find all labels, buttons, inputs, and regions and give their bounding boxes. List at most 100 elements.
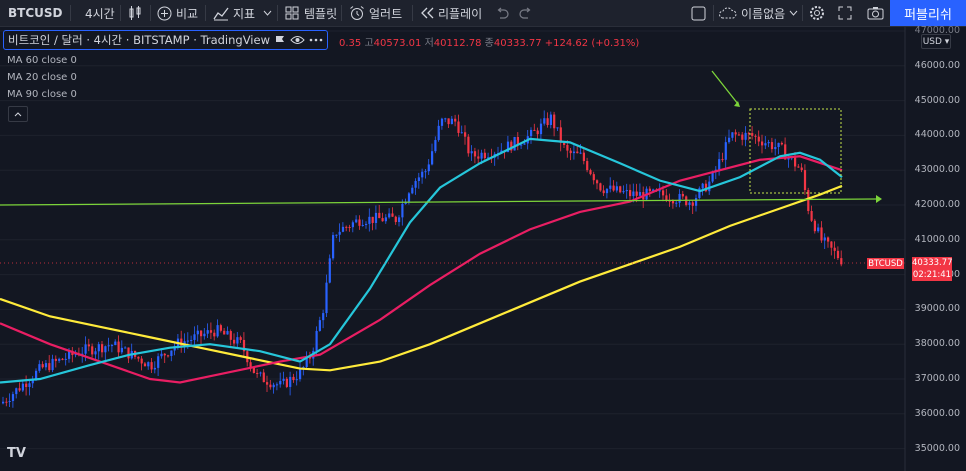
candle-body [764, 143, 767, 146]
candle-body [447, 118, 450, 125]
candle-body [437, 125, 440, 141]
layout-name-button[interactable]: 이름없음 [719, 0, 785, 26]
alert-button[interactable]: 얼러트 [349, 0, 402, 26]
candle-body [701, 183, 704, 189]
screenshot-button[interactable] [867, 0, 884, 26]
candle-body [351, 222, 354, 228]
divider [150, 5, 151, 21]
candle-body [615, 186, 618, 191]
eye-icon[interactable] [290, 35, 305, 45]
candle-body [355, 219, 358, 223]
low-value: 40112.78 [433, 38, 482, 49]
candle-body [48, 363, 51, 371]
candle-body [51, 358, 54, 371]
candle-body [275, 384, 279, 386]
replay-button[interactable]: 리플레이 [420, 0, 482, 26]
candle-body [563, 142, 566, 145]
candle-body [414, 181, 417, 188]
candle-body [391, 213, 394, 217]
support-trendline[interactable] [0, 198, 877, 206]
candle-body [770, 142, 774, 150]
fullscreen-icon [838, 6, 852, 20]
candle-body [120, 347, 123, 353]
gear-icon [810, 6, 824, 20]
chevron-up-icon [14, 111, 22, 116]
candle-body [629, 190, 632, 197]
candle-body [718, 159, 721, 170]
candle-body [358, 219, 361, 226]
price-axis-tick: 41000.00 [914, 233, 960, 245]
symbol-search[interactable]: BTCUSD [8, 6, 63, 20]
indicator-ma60[interactable]: MA 60 close 0 [7, 55, 77, 66]
candle-body [635, 191, 638, 196]
candle-body [569, 150, 572, 154]
candle-body [322, 313, 325, 321]
layout-dropdown[interactable] [789, 0, 798, 26]
candle-body [424, 171, 427, 173]
highlight-rectangle[interactable] [749, 108, 842, 194]
indicators-button[interactable]: 지표 [213, 0, 255, 26]
candle-body [384, 217, 387, 222]
candle-body [143, 363, 147, 367]
candle-body [520, 144, 523, 146]
redo-button[interactable] [519, 0, 533, 26]
candle-body [464, 132, 467, 137]
indicator-ma20[interactable]: MA 20 close 0 [7, 72, 77, 83]
settings-button[interactable] [809, 0, 825, 26]
candle-body [153, 367, 156, 370]
templates-label: 템플릿 [304, 6, 338, 21]
divider [70, 5, 71, 21]
chevron-down-icon [789, 10, 798, 16]
candle-body [761, 141, 764, 146]
candle-body [675, 202, 678, 204]
candle-body [754, 135, 757, 137]
candle-body [236, 337, 239, 344]
candle-body [579, 152, 582, 154]
more-options-icon[interactable] [309, 38, 323, 42]
symbol-legend[interactable]: 비트코인 / 달러 · 4시간 · BITSTAMP · TradingView [3, 30, 328, 50]
collapse-indicators-button[interactable] [8, 106, 28, 122]
candle-body [223, 330, 226, 335]
chart-type-button[interactable] [128, 0, 142, 26]
candle-body [457, 121, 460, 133]
candle-body [147, 362, 150, 367]
indicator-ma90[interactable]: MA 90 close 0 [7, 89, 77, 100]
candle-body [487, 157, 490, 159]
candle-body [170, 350, 173, 356]
fullscreen-button[interactable] [838, 0, 852, 26]
candle-body [216, 325, 219, 337]
indicators-dropdown[interactable] [263, 0, 272, 26]
annotation-arrow[interactable] [711, 70, 739, 105]
compare-button[interactable]: 비교 [157, 0, 198, 26]
flag-icon[interactable] [274, 35, 286, 46]
high-label: 고 [364, 38, 374, 49]
candle-body [38, 364, 41, 371]
candle-body [374, 212, 378, 223]
candle-body [44, 363, 48, 368]
layout-select-button[interactable] [691, 0, 706, 26]
ohlc-values: 0.35 고40573.01 저40112.78 종40333.77 +124.… [339, 34, 639, 49]
candle-body [784, 144, 787, 160]
layout-name-label: 이름없음 [741, 6, 786, 21]
undo-button[interactable] [495, 0, 509, 26]
candle-body [97, 344, 100, 352]
candle-body [556, 127, 559, 129]
tradingview-logo[interactable]: TV [7, 446, 26, 461]
candle-body [483, 152, 486, 159]
price-chart[interactable] [0, 27, 966, 471]
currency-select[interactable]: USD ▾ [921, 34, 951, 49]
publish-button[interactable]: 퍼블리쉬 [890, 0, 966, 26]
alarm-clock-icon [350, 6, 364, 20]
candle-body [64, 358, 67, 360]
symbol-legend-title: 비트코인 / 달러 · 4시간 · BITSTAMP · TradingView [8, 33, 270, 47]
interval-button[interactable]: 4시간 [85, 6, 115, 21]
candle-body [546, 118, 549, 125]
candle-body [41, 364, 44, 368]
last-price-value: 40333.77 [912, 258, 953, 268]
candle-body [440, 118, 444, 126]
templates-button[interactable]: 템플릿 [285, 0, 337, 26]
candle-body [2, 401, 5, 404]
candle-body [150, 362, 153, 370]
candle-body [473, 151, 477, 157]
candle-body [54, 358, 57, 361]
